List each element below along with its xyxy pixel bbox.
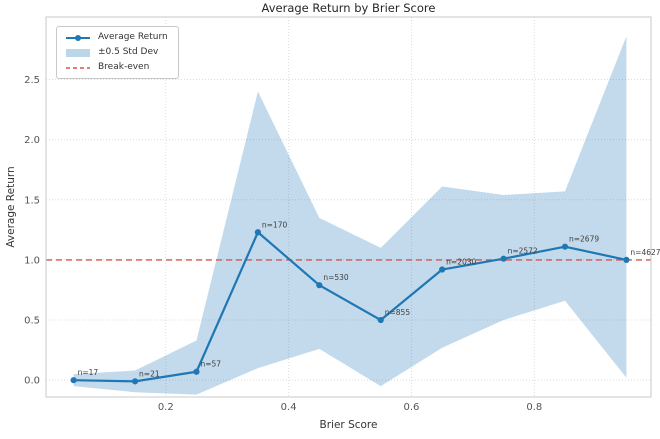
- y-tick-label: 2.5: [24, 75, 40, 86]
- plot-border: [45, 16, 652, 398]
- x-tick-label: 0.6: [404, 402, 420, 413]
- point-count-annotation: n=530: [323, 273, 349, 282]
- legend-label-break-even: Break-even: [98, 62, 150, 72]
- legend: Average Return ±0.5 Std Dev Break-even: [56, 26, 179, 79]
- data-point-marker: [316, 282, 323, 289]
- y-tick-label: 0.0: [24, 376, 40, 387]
- point-count-annotation: n=2030: [446, 258, 476, 267]
- legend-label-std-dev: ±0.5 Std Dev: [98, 47, 159, 57]
- data-point-marker: [131, 378, 139, 385]
- point-count-annotation: n=2679: [569, 235, 599, 244]
- x-tick-label: 0.4: [281, 402, 297, 413]
- average-return-line: [73, 231, 627, 383]
- data-point-marker: [193, 368, 200, 375]
- point-count-annotation: n=17: [78, 368, 99, 377]
- x-axis-label: Brier Score: [319, 419, 378, 431]
- point-count-annotation: n=4627: [630, 248, 660, 257]
- point-count-annotation: n=855: [385, 308, 411, 317]
- point-count-annotation: n=57: [200, 360, 221, 369]
- data-point-marker: [623, 256, 630, 264]
- y-tick-label: 0.5: [24, 316, 40, 327]
- point-count-annotation: n=21: [139, 369, 160, 378]
- data-point-marker: [561, 243, 569, 250]
- y-axis-label: Average Return: [5, 166, 17, 248]
- chart-title: Average Return by Brier Score: [261, 1, 436, 15]
- data-point-marker: [254, 229, 262, 236]
- data-point-marker: [500, 255, 507, 262]
- data-point-marker: [70, 377, 77, 384]
- legend-item-average-return: Average Return: [65, 32, 168, 43]
- x-tick-label: 0.2: [158, 402, 174, 413]
- band-swatch-icon: [66, 48, 90, 57]
- x-tick-label: 0.8: [526, 402, 542, 413]
- y-tick-label: 2.0: [24, 135, 40, 146]
- legend-item-std-dev: ±0.5 Std Dev: [65, 47, 168, 58]
- legend-item-break-even: Break-even: [65, 62, 168, 73]
- dashed-line-icon: [66, 66, 90, 69]
- legend-label-average-return: Average Return: [98, 32, 168, 42]
- y-tick-label: 1.0: [24, 255, 40, 266]
- point-count-annotation: n=2572: [508, 247, 538, 256]
- data-point-marker: [439, 266, 446, 273]
- point-count-annotation: n=170: [262, 220, 288, 229]
- y-tick-label: 1.5: [24, 195, 40, 206]
- data-point-marker: [377, 316, 384, 324]
- std-dev-band: [73, 36, 627, 395]
- line-marker-icon: [66, 34, 90, 41]
